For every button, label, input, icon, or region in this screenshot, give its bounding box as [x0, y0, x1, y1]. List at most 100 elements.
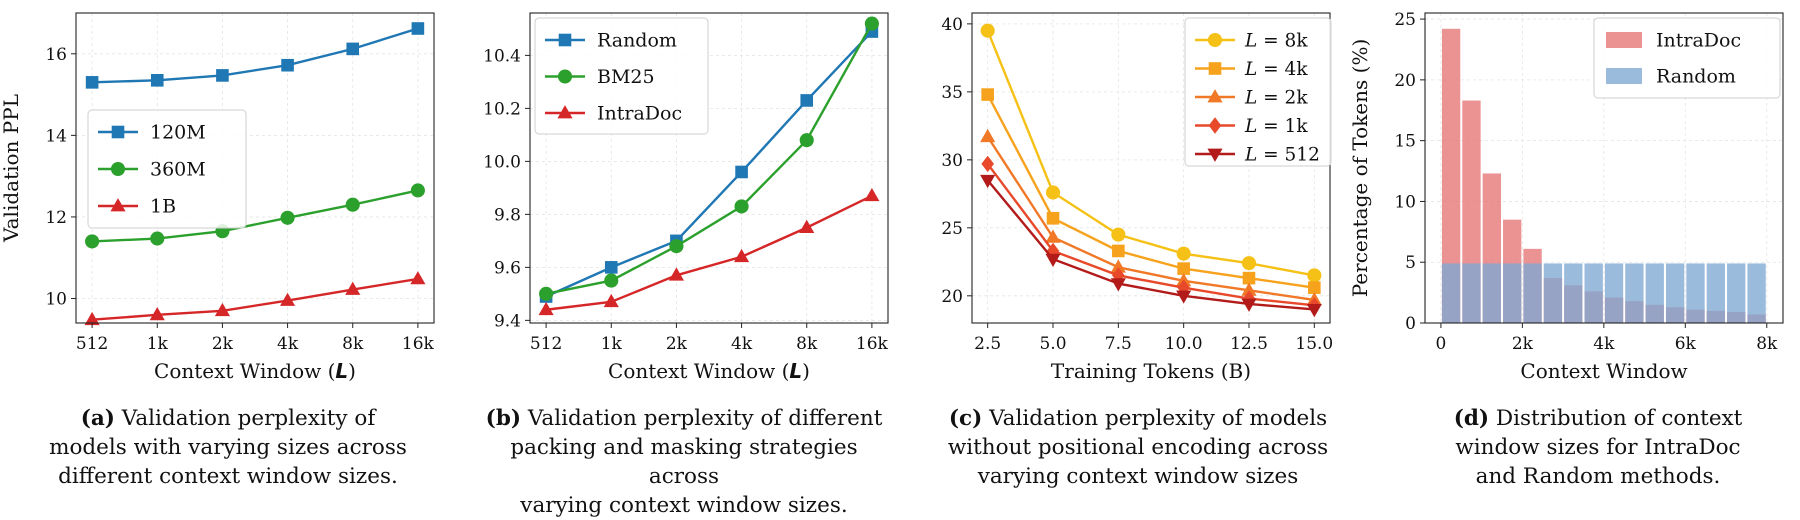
data-point [864, 16, 879, 31]
data-point [1307, 268, 1322, 283]
legend-label: L = 2k [1244, 88, 1308, 109]
y-tick-label: 40 [941, 15, 963, 35]
legend-marker [1207, 89, 1223, 103]
series-1b [84, 271, 426, 326]
caption-a-line-3: different context window sizes. [58, 464, 398, 489]
legend-entry-intradoc: IntraDoc [1606, 30, 1741, 52]
x-tick-label: 10.0 [1165, 334, 1203, 354]
legend-label: L = 1k [1244, 116, 1308, 137]
legend-entry-4k: L = 4k [1195, 59, 1308, 80]
data-point [603, 293, 619, 308]
grid-d [1425, 13, 1783, 324]
plot-frame [529, 12, 889, 324]
x-tick-label: 7.5 [1105, 334, 1132, 354]
y-tick-label: 35 [941, 83, 963, 103]
series-8k [980, 23, 1322, 283]
legend-label: IntraDoc [1656, 30, 1741, 52]
data-point [604, 261, 618, 274]
data-point [1241, 256, 1257, 271]
data-point [668, 267, 684, 281]
figure-charts: 10 12 14 16 512 1k 2k 4k 8k 16k Context Window (L)… [0, 10, 1784, 383]
bar-random [1645, 263, 1664, 323]
x-tick-label: 8k [1756, 334, 1778, 354]
caption-a-line-2: models with varying sizes across [49, 435, 407, 460]
y-tick-label: 10.2 [483, 99, 521, 119]
x-tick-label: 1k [601, 334, 623, 354]
series-512 [980, 174, 1322, 318]
bar-random [1482, 263, 1501, 323]
y-tick-label: 14 [45, 126, 67, 146]
chart-a: 10 12 14 16 512 1k 2k 4k 8k 16k Context Window (L)… [0, 12, 435, 383]
data-point [1176, 290, 1192, 304]
data-point [1308, 281, 1321, 294]
caption-b-line-3: varying context window sizes. [520, 493, 848, 518]
legend-marker [557, 105, 573, 119]
legend-marker [1208, 62, 1222, 75]
legend-entry-1k: L = 1k [1195, 116, 1308, 137]
y-tick-label: 12 [45, 208, 67, 228]
series-line [986, 136, 1315, 302]
data-point [980, 174, 996, 189]
data-point [281, 58, 294, 72]
data-point [980, 128, 996, 143]
legend-box [534, 17, 709, 135]
data-point [1111, 227, 1126, 242]
legend-entry-2k: L = 2k [1195, 88, 1308, 109]
data-point [1046, 212, 1060, 225]
data-point [799, 133, 814, 148]
data-point [604, 273, 619, 288]
data-point [1177, 262, 1190, 275]
data-point [980, 23, 995, 38]
data-point [410, 271, 426, 285]
caption-c-line-2: without positional encoding across [947, 435, 1329, 460]
data-point [1110, 278, 1126, 292]
y-tick-label: 15 [1394, 132, 1416, 152]
x-tick-label: 8k [342, 334, 364, 354]
data-point [734, 199, 749, 214]
x-tick-label: 8k [796, 334, 818, 354]
caption-b-line-2: packing and masking strategies across [510, 435, 858, 489]
data-point [1112, 244, 1125, 258]
caption-d-line-3: and Random methods. [1475, 464, 1721, 489]
plot-frame [75, 12, 435, 324]
x-tick-label: 512 [530, 334, 562, 354]
caption-d-line-1: Distribution of context [1489, 406, 1743, 431]
data-point [149, 306, 165, 321]
x-tick-label: 2k [212, 334, 234, 354]
x-tick-label: 5.0 [1039, 334, 1066, 354]
x-tick-label: 4k [731, 334, 753, 354]
legend-entry-120m: 120M [98, 122, 206, 144]
legend-marker [1207, 148, 1223, 162]
y-axis-label: Validation PPL [0, 94, 23, 243]
legend-marker [1208, 117, 1222, 134]
caption-a-line-1: Validation perplexity of [114, 406, 376, 431]
bar-random [1665, 263, 1685, 323]
series-120m [85, 22, 425, 89]
y-tick-label: 5 [1405, 253, 1416, 273]
x-axis-label: Training Tokens (B) [1051, 359, 1251, 383]
x-tick-label: 2.5 [974, 334, 1001, 354]
series-line [545, 194, 873, 311]
legend-marker [111, 125, 125, 139]
data-point [85, 234, 100, 249]
y-tick-label: 16 [45, 45, 67, 65]
data-point [150, 74, 164, 87]
data-point [981, 88, 994, 101]
y-tick-label: 30 [941, 151, 963, 171]
data-point [410, 183, 425, 198]
x-tick-label: 12.5 [1230, 334, 1268, 354]
series-line [545, 30, 873, 298]
caption-b: (b) Validation perplexity of different p… [474, 404, 894, 520]
chart-b: 9.4 9.6 9.8 10.0 10.2 10.4 512 1k 2k 4k 8k 16k Conte… [483, 12, 889, 383]
plot-frame [971, 12, 1331, 324]
data-point [1242, 271, 1256, 285]
data-point [538, 301, 554, 316]
series-360m [85, 183, 425, 249]
data-point [411, 22, 425, 35]
caption-c: (c) Validation perplexity of models with… [928, 404, 1348, 491]
bar-random [1706, 263, 1726, 323]
legend-c: L = 8k L = 4k L = 2k L = 1k L = 512 [1184, 17, 1332, 167]
data-point [1045, 253, 1061, 267]
data-point [280, 210, 295, 225]
